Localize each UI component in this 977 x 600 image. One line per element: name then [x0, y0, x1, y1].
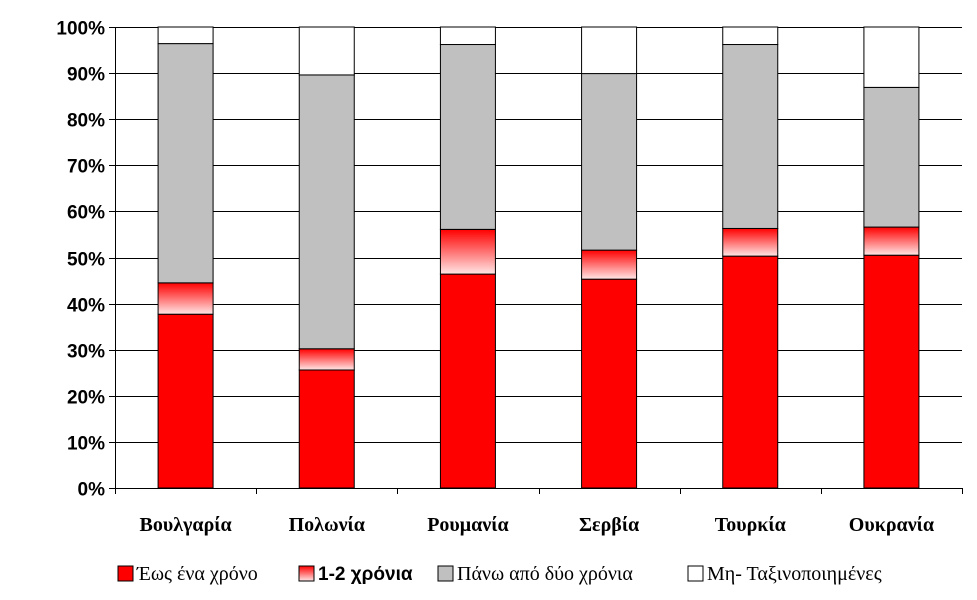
bar-segment [298, 348, 355, 371]
bar-segment [863, 26, 920, 88]
y-tick-label: 40% [67, 296, 105, 317]
y-tick-label: 90% [67, 65, 105, 86]
legend-label: Έως ένα χρόνο [136, 563, 258, 585]
bar-segment [439, 44, 496, 230]
x-tick-label: Τουρκία [715, 514, 786, 536]
bar-segment [581, 249, 638, 280]
legend-swatch [117, 565, 134, 582]
axes: 0% 10% 20% 30% 40% 50% 60% 70% 80% 90% 100% Βουλγαρ… [56, 19, 963, 536]
bar-segment [298, 74, 355, 350]
bar-segment [157, 313, 214, 489]
y-tick-label: 50% [67, 250, 105, 271]
legend-label: 1-2 χρόνια [318, 564, 413, 585]
bar-segment [298, 26, 355, 76]
legend: Έως ένα χρόνο 1-2 χρόνια Πάνω από δύο χρόν… [117, 563, 882, 585]
x-tick-label: Βουλγαρία [140, 514, 232, 536]
y-tick-label: 70% [67, 157, 105, 178]
bar-segment [863, 86, 920, 228]
bar-segment [722, 44, 779, 229]
bar-segment [157, 26, 214, 45]
bar-segment [581, 26, 638, 75]
legend-label: Μη- Ταξινοποιημένες [707, 563, 882, 585]
bar-segment [439, 273, 496, 489]
x-tick-label: Πολωνία [289, 514, 365, 536]
bar-segment [298, 369, 355, 489]
legend-label: Πάνω από δύο χρόνια [457, 563, 633, 585]
legend-swatch [437, 565, 454, 582]
y-tick-label: 30% [67, 342, 105, 363]
y-tick-label: 0% [78, 480, 106, 501]
bar-segment [157, 43, 214, 284]
bar-segment [157, 282, 214, 315]
y-tick-label: 100% [56, 19, 105, 40]
y-tick-label: 10% [67, 434, 105, 455]
bar-segment [581, 73, 638, 251]
x-tick-label: Ρουμανία [427, 514, 508, 536]
x-tick-label: Ουκρανία [849, 514, 934, 536]
y-tick-label: 60% [67, 203, 105, 224]
bar-segment [439, 228, 496, 275]
x-tick-label: Σερβία [579, 514, 639, 536]
gridlines [115, 27, 962, 443]
bar-segment [581, 278, 638, 489]
legend-swatch [298, 565, 315, 582]
bar-segment [722, 227, 779, 257]
legend-swatch [687, 565, 704, 582]
bars [157, 26, 920, 489]
bar-segment [863, 254, 920, 489]
y-tick-label: 80% [67, 111, 105, 132]
y-tick-label: 20% [67, 388, 105, 409]
bar-segment [722, 255, 779, 489]
bar-segment [863, 226, 920, 256]
bar-segment [722, 26, 779, 46]
bar-segment [439, 26, 496, 46]
